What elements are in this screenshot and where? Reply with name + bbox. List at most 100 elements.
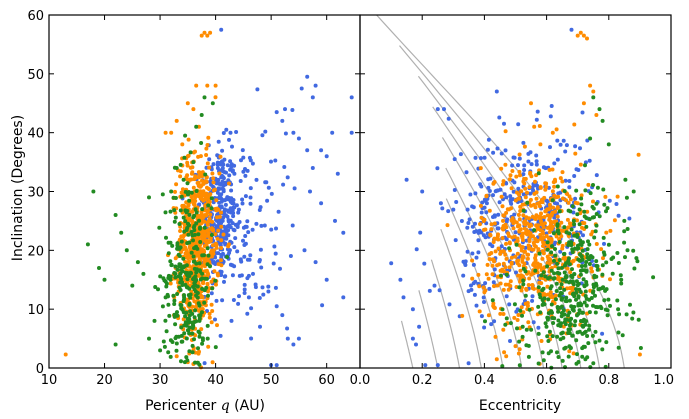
point-blue — [229, 188, 234, 193]
point-green — [605, 308, 610, 313]
point-green — [556, 318, 561, 323]
point-blue — [302, 248, 307, 253]
point-blue — [216, 177, 221, 182]
point-green — [160, 304, 165, 309]
point-blue — [335, 171, 340, 176]
point-blue — [231, 214, 236, 219]
point-blue — [435, 166, 440, 171]
point-blue — [558, 142, 563, 147]
point-orange — [543, 181, 548, 186]
point-green — [558, 322, 563, 327]
point-orange — [526, 216, 531, 221]
point-green — [585, 247, 590, 252]
point-blue — [208, 179, 213, 184]
left-x-axis-label-main: Pericenter — [145, 398, 221, 414]
point-orange — [510, 235, 515, 240]
left-panel-xtick-labels: 10 20 30 40 50 60 — [41, 373, 335, 388]
point-blue — [555, 201, 560, 206]
point-orange — [520, 259, 525, 264]
point-orange — [491, 240, 496, 244]
point-orange — [526, 270, 531, 275]
point-blue — [228, 159, 233, 164]
left-x-axis-label-unit: (AU) — [230, 398, 265, 414]
point-orange — [193, 304, 198, 309]
point-orange — [547, 215, 552, 220]
point-blue — [291, 342, 296, 347]
point-blue — [481, 233, 486, 238]
point-green — [186, 320, 191, 325]
point-green — [507, 246, 512, 251]
point-orange — [531, 262, 536, 267]
point-blue — [254, 221, 259, 226]
point-green — [508, 321, 513, 326]
right-panel-xtick-labels: 0.0 0.2 0.4 0.6 0.8 1.0 — [350, 373, 674, 388]
point-orange — [210, 360, 215, 365]
point-green — [169, 262, 174, 267]
point-orange — [470, 258, 475, 263]
point-green — [608, 303, 612, 308]
point-orange — [554, 195, 559, 200]
point-orange — [219, 238, 224, 243]
point-green — [620, 333, 625, 338]
point-green — [536, 331, 541, 336]
point-orange — [487, 257, 492, 262]
point-green — [583, 294, 588, 298]
point-green — [573, 319, 578, 324]
point-blue — [269, 191, 274, 196]
point-green — [524, 327, 529, 332]
point-green — [578, 238, 583, 243]
point-green — [568, 345, 573, 350]
point-blue — [269, 159, 273, 164]
point-orange — [209, 279, 214, 284]
point-orange — [578, 30, 583, 35]
point-green — [517, 363, 522, 368]
reference-curve — [430, 259, 461, 369]
reference-curve — [418, 290, 439, 369]
point-blue — [498, 187, 503, 192]
point-green — [552, 271, 557, 276]
point-blue — [228, 130, 233, 135]
point-green — [623, 255, 627, 260]
point-green — [562, 312, 567, 317]
point-green — [587, 327, 591, 332]
point-orange — [487, 252, 492, 257]
point-blue — [502, 121, 506, 126]
point-blue — [398, 277, 403, 282]
point-green — [632, 266, 637, 271]
point-blue — [305, 148, 310, 153]
point-green — [210, 101, 215, 106]
point-green — [173, 271, 178, 276]
point-green — [202, 288, 207, 293]
point-green — [185, 181, 190, 186]
point-blue — [534, 117, 539, 122]
point-blue — [341, 230, 346, 235]
point-orange — [209, 320, 214, 325]
point-green — [191, 160, 196, 165]
point-orange — [503, 282, 508, 287]
point-orange — [169, 130, 174, 135]
point-orange — [185, 173, 190, 178]
point-orange — [520, 235, 525, 240]
right-x-axis-label: Eccentricity — [479, 398, 561, 414]
point-green — [584, 216, 589, 220]
point-orange — [576, 263, 581, 268]
point-blue — [482, 300, 486, 304]
point-green — [545, 334, 550, 339]
point-orange — [599, 247, 604, 252]
point-orange — [516, 212, 521, 217]
point-orange — [500, 267, 505, 272]
point-blue — [231, 298, 236, 302]
point-blue — [288, 254, 293, 258]
point-orange — [477, 309, 482, 314]
point-green — [158, 274, 163, 279]
point-green — [540, 350, 545, 355]
point-blue — [466, 221, 471, 225]
point-orange — [216, 273, 220, 278]
point-green — [550, 334, 555, 339]
point-green — [533, 268, 538, 273]
point-blue — [253, 282, 258, 287]
point-green — [586, 341, 591, 346]
point-blue — [504, 195, 509, 200]
point-blue — [530, 294, 535, 299]
point-orange — [191, 107, 196, 112]
